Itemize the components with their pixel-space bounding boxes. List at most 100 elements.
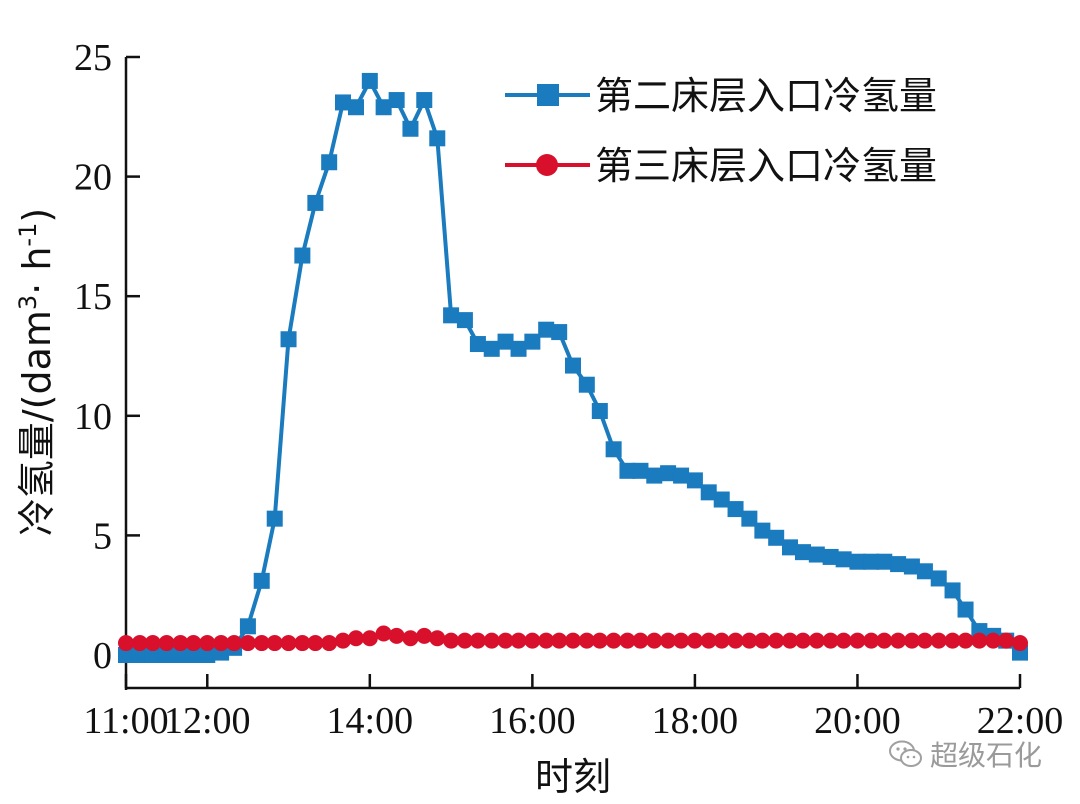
data-point-circle bbox=[172, 635, 189, 652]
data-point-square bbox=[253, 572, 270, 589]
y-axis-label-end: ) bbox=[15, 208, 59, 223]
data-point-circle bbox=[524, 632, 541, 649]
data-point-circle bbox=[131, 635, 148, 652]
data-point-circle bbox=[890, 632, 907, 649]
data-point-circle bbox=[199, 635, 216, 652]
data-point-square bbox=[497, 333, 514, 350]
data-point-square bbox=[957, 601, 974, 618]
data-point-square bbox=[673, 467, 690, 484]
data-point-circle bbox=[673, 632, 690, 649]
data-point-square bbox=[944, 582, 961, 599]
data-point-circle bbox=[538, 632, 555, 649]
wechat-icon bbox=[888, 740, 922, 767]
data-point-square bbox=[727, 501, 744, 518]
legend-item-0: 第二床层入口冷氢量 bbox=[505, 74, 937, 118]
data-point-circle bbox=[226, 635, 243, 652]
data-point-circle bbox=[551, 632, 568, 649]
data-point-circle bbox=[456, 632, 473, 649]
y-axis-label-sup2: -1 bbox=[14, 223, 42, 247]
data-point-circle bbox=[903, 632, 920, 649]
data-point-circle bbox=[741, 632, 758, 649]
data-point-square bbox=[916, 563, 933, 580]
data-point-square bbox=[551, 324, 568, 341]
data-point-square bbox=[280, 331, 297, 348]
data-point-circle bbox=[849, 632, 866, 649]
data-point-circle bbox=[863, 632, 880, 649]
data-point-circle bbox=[361, 630, 378, 647]
data-point-circle bbox=[334, 632, 351, 649]
data-point-square bbox=[591, 403, 608, 420]
data-point-square bbox=[334, 94, 351, 111]
data-point-circle bbox=[632, 632, 649, 649]
data-point-square bbox=[172, 647, 189, 663]
data-point-square bbox=[578, 376, 595, 393]
data-point-square bbox=[822, 548, 839, 565]
data-point-square bbox=[118, 647, 134, 663]
data-point-square bbox=[619, 462, 636, 479]
data-point-square bbox=[808, 546, 825, 563]
data-point-circle bbox=[619, 632, 636, 649]
y-axis-label-main: 冷氢量/(dam bbox=[15, 310, 59, 536]
data-point-circle bbox=[916, 632, 933, 649]
data-point-square bbox=[402, 120, 419, 137]
data-point-square bbox=[646, 467, 663, 484]
data-point-circle bbox=[402, 630, 419, 647]
data-point-square bbox=[700, 484, 717, 501]
watermark: 超级石化 bbox=[888, 734, 1042, 774]
data-point-circle bbox=[416, 627, 433, 644]
data-point-square bbox=[795, 544, 812, 561]
data-point-circle bbox=[660, 632, 677, 649]
data-point-square bbox=[849, 553, 866, 570]
legend-label-0: 第二床层入口冷氢量 bbox=[595, 74, 937, 118]
legend-label-1: 第三床层入口冷氢量 bbox=[595, 144, 937, 188]
data-point-circle bbox=[998, 632, 1015, 649]
legend-square-marker bbox=[537, 84, 559, 106]
series-layer bbox=[118, 72, 1028, 663]
data-point-circle bbox=[591, 632, 608, 649]
data-point-square bbox=[930, 570, 947, 587]
data-point-circle bbox=[1012, 635, 1028, 652]
y-tick-label: 25 bbox=[74, 37, 112, 79]
data-point-square bbox=[754, 522, 771, 539]
data-point-circle bbox=[944, 632, 961, 649]
data-point-square bbox=[456, 312, 473, 329]
data-point-square bbox=[686, 472, 703, 489]
data-point-square bbox=[632, 462, 649, 479]
data-point-circle bbox=[822, 632, 839, 649]
data-point-circle bbox=[754, 632, 771, 649]
x-axis-label: 时刻 bbox=[535, 755, 611, 799]
data-point-circle bbox=[930, 632, 947, 649]
data-point-circle bbox=[686, 632, 703, 649]
data-point-square bbox=[781, 539, 798, 556]
data-point-square bbox=[538, 321, 555, 338]
x-tick-label: 16:00 bbox=[489, 700, 576, 742]
data-point-circle bbox=[266, 635, 283, 652]
data-point-circle bbox=[144, 635, 161, 652]
data-point-square bbox=[483, 340, 500, 357]
data-point-circle bbox=[497, 632, 514, 649]
data-point-circle bbox=[483, 632, 500, 649]
x-tick-label: 18:00 bbox=[652, 700, 739, 742]
data-point-square bbox=[294, 247, 311, 264]
x-tick-label: 12:00 bbox=[164, 700, 251, 742]
data-point-square bbox=[565, 357, 581, 374]
data-point-circle bbox=[443, 632, 460, 649]
data-point-circle bbox=[388, 627, 405, 644]
data-point-circle bbox=[469, 632, 486, 649]
data-point-circle bbox=[185, 635, 202, 652]
data-point-circle bbox=[565, 632, 581, 649]
data-point-square bbox=[388, 92, 405, 109]
data-point-square bbox=[741, 510, 758, 527]
data-point-circle bbox=[876, 632, 893, 649]
data-point-square bbox=[199, 647, 216, 663]
data-point-circle bbox=[429, 630, 446, 647]
data-point-square bbox=[660, 465, 677, 482]
data-point-square bbox=[510, 340, 527, 357]
x-tick-label: 20:00 bbox=[814, 700, 901, 742]
data-point-square bbox=[429, 130, 446, 147]
data-point-circle bbox=[795, 632, 812, 649]
data-point-square bbox=[185, 647, 202, 663]
y-tick-label: 5 bbox=[93, 515, 112, 557]
